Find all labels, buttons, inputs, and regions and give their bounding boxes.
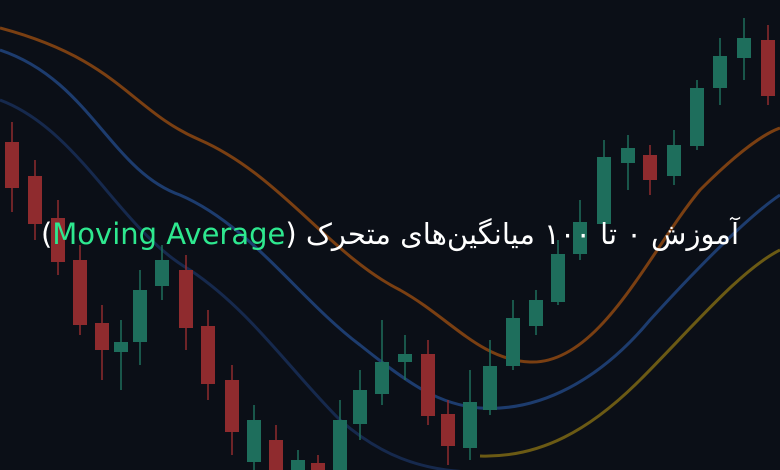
candle-body [73, 260, 87, 325]
candle-body [95, 323, 109, 350]
candle-body [269, 440, 283, 470]
candle-body [398, 354, 412, 362]
candle-body [114, 342, 128, 352]
candle-body [529, 300, 543, 326]
title-text: آموزش ۰ تا ۱۰۰ میانگین‌های متحرک [305, 217, 740, 251]
candle-body [291, 460, 305, 470]
candle-body [179, 270, 193, 328]
candle-body [51, 218, 65, 262]
candle-body [506, 318, 520, 366]
candle-body [133, 290, 147, 342]
candle-body [201, 326, 215, 384]
candle-body [421, 354, 435, 416]
candle-body [667, 145, 681, 176]
candle-body [483, 366, 497, 410]
candles [5, 18, 775, 470]
candle-body [551, 254, 565, 302]
candle-body [225, 380, 239, 432]
candle-body [713, 56, 727, 88]
title-highlight: Moving Average [52, 217, 286, 251]
candle-body [28, 176, 42, 224]
moving-average-curves [0, 26, 780, 470]
ma-curve [0, 26, 780, 364]
candle-body [690, 88, 704, 146]
candle-body [375, 362, 389, 394]
candle-body [621, 148, 635, 163]
candle-body [155, 260, 169, 286]
candle-body [353, 390, 367, 424]
candle-body [573, 222, 587, 254]
ma-curve [0, 98, 462, 470]
candle-body [247, 420, 261, 462]
candle-body [333, 420, 347, 470]
title: آموزش ۰ تا ۱۰۰ میانگین‌های متحرک (Moving… [0, 212, 780, 256]
title-paren: ( [285, 217, 297, 251]
candle-body [597, 157, 611, 224]
candle-body [463, 402, 477, 448]
candle-body [761, 40, 775, 96]
ma-curve [479, 248, 780, 458]
candle-body [737, 38, 751, 58]
candle-body [643, 155, 657, 180]
candle-body [441, 414, 455, 446]
candle-body [5, 142, 19, 188]
title-paren: ) [40, 217, 53, 251]
candle-body [311, 463, 325, 470]
